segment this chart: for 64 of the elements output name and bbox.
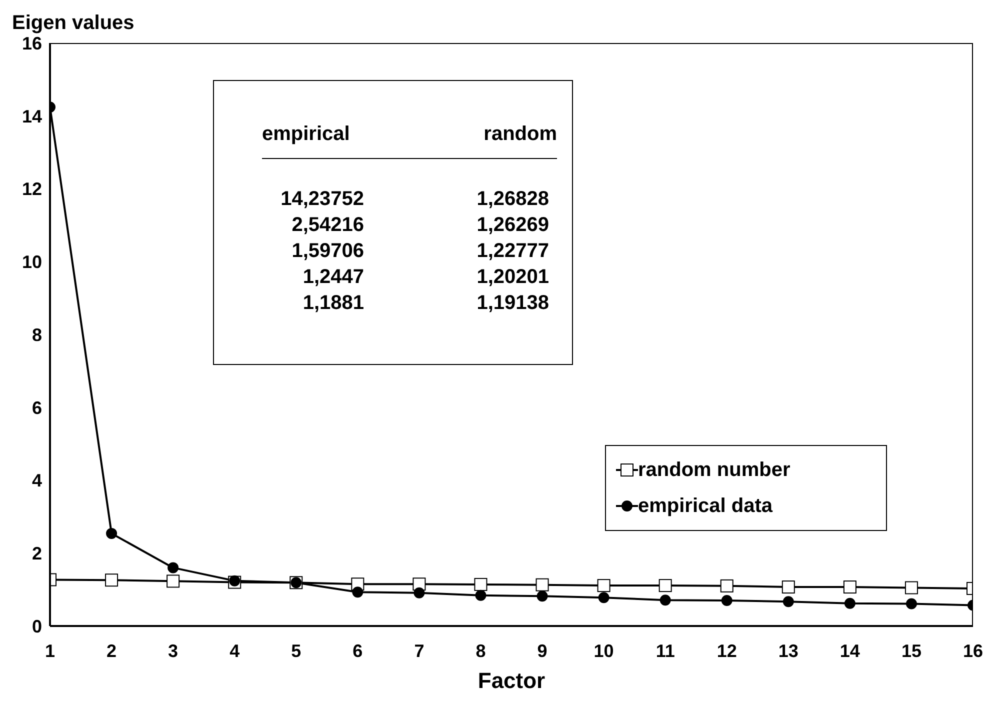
annotation: 14,23752 (280, 187, 364, 212)
point (906, 598, 917, 610)
annotation: random (484, 123, 557, 146)
point (721, 594, 732, 606)
point (106, 528, 118, 539)
x-tick-label: 11 (656, 640, 675, 661)
x-tick-label: 14 (840, 640, 860, 661)
x-tick-label: 1 (44, 640, 56, 661)
y-tick-label: 10 (22, 252, 42, 272)
point (229, 575, 240, 586)
x-tick-label: 5 (291, 640, 302, 661)
annotation: 1,26269 (476, 213, 549, 238)
point (782, 596, 794, 608)
y-tick-label: 0 (32, 616, 42, 636)
point (536, 578, 549, 592)
annotation: empirical (262, 123, 350, 146)
point (536, 590, 548, 602)
point (597, 579, 610, 592)
y-tick-label: 2 (32, 544, 42, 564)
y-tick-label: 4 (32, 470, 42, 491)
x-tick-label: 7 (414, 640, 424, 661)
point (166, 574, 180, 588)
legend-label: empirical data (638, 494, 773, 519)
point (658, 579, 672, 592)
x-tick-label: 3 (168, 640, 178, 661)
y-tick-label: 14 (22, 106, 42, 126)
x-tick-label: 9 (537, 640, 548, 661)
point (660, 594, 671, 606)
point (352, 586, 364, 598)
x-tick-label: 6 (352, 640, 363, 661)
point (475, 590, 486, 601)
y-tick-label: 12 (22, 179, 42, 200)
annotation: 1,2447 (302, 265, 364, 290)
x-tick-label: 13 (778, 640, 798, 661)
x-tick-label: 2 (106, 640, 117, 661)
point (598, 592, 610, 604)
y-tick-label: 6 (32, 398, 42, 418)
x-tick-label: 4 (230, 640, 240, 661)
x-axis-title: Factor (476, 668, 546, 694)
point (414, 587, 425, 598)
point (782, 580, 795, 594)
point (843, 580, 856, 594)
point (168, 562, 179, 574)
point (844, 598, 856, 609)
x-tick-label: 12 (716, 640, 737, 661)
annotation: 1,19138 (476, 291, 549, 316)
point (720, 579, 734, 592)
y-tick-label: 16 (22, 33, 42, 54)
x-tick-label: 16 (962, 640, 984, 661)
annotation: 1,59706 (290, 239, 364, 264)
annotation: 1,1881 (302, 291, 364, 316)
point (474, 578, 488, 591)
x-tick-label: 8 (476, 640, 486, 661)
x-tick-label: 10 (594, 640, 614, 661)
x-tick-label: 15 (901, 640, 922, 661)
annotation: 1,26828 (476, 187, 549, 212)
y-axis-title: Eigen values (12, 12, 134, 35)
legend-label: random number (638, 458, 790, 483)
annotation: 1,20201 (476, 265, 549, 290)
annotation: 2,54216 (290, 213, 364, 238)
point (904, 581, 918, 594)
y-tick-label: 8 (32, 324, 42, 345)
point (105, 574, 118, 587)
annotation: 1,22777 (476, 239, 549, 264)
